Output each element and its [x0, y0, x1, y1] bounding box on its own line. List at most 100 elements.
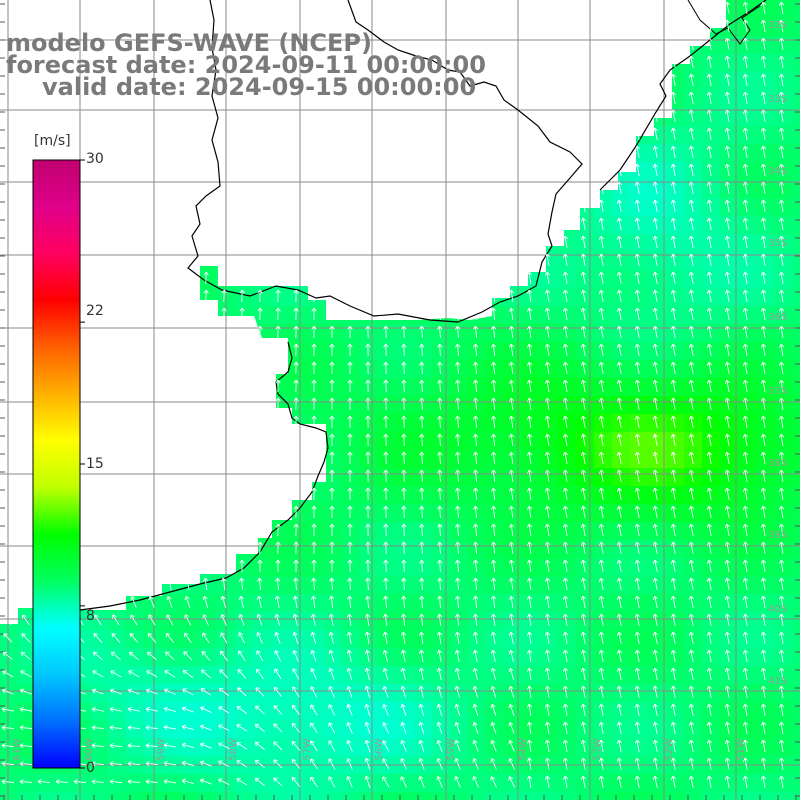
- speed-cell: [0, 414, 19, 433]
- wind-arrow: [455, 559, 461, 573]
- speed-cell: [792, 162, 800, 181]
- speed-cell: [720, 90, 739, 109]
- wind-arrow: [544, 469, 551, 482]
- wind-arrow: [508, 181, 515, 195]
- speed-cell: [306, 648, 325, 667]
- speed-cell: [72, 108, 91, 127]
- wind-arrow: [167, 433, 173, 447]
- speed-cell: [234, 198, 253, 217]
- speed-cell: [576, 288, 595, 307]
- wind-arrow: [706, 235, 712, 248]
- wind-arrow: [94, 596, 101, 608]
- speed-cell: [486, 450, 505, 469]
- speed-cell: [198, 396, 217, 415]
- wind-arrow: [182, 669, 194, 678]
- wind-arrow: [778, 235, 785, 248]
- speed-cell: [540, 558, 559, 577]
- speed-cell: [0, 558, 19, 577]
- speed-cell: [252, 504, 271, 523]
- wind-arrow: [437, 181, 443, 195]
- wind-arrow: [181, 724, 194, 730]
- speed-cell: [126, 504, 145, 523]
- wind-arrow: [275, 217, 281, 231]
- speed-cell: [396, 288, 415, 307]
- speed-cell: [432, 558, 451, 577]
- speed-cell: [432, 522, 451, 541]
- speed-cell: [720, 288, 739, 307]
- wind-arrow: [275, 541, 281, 555]
- speed-cell: [234, 558, 253, 577]
- speed-cell: [360, 522, 379, 541]
- wind-arrow: [145, 743, 159, 749]
- speed-cell: [684, 720, 703, 739]
- speed-cell: [396, 162, 415, 181]
- speed-cell: [756, 234, 775, 253]
- wind-arrow: [310, 595, 317, 609]
- wind-arrow: [562, 253, 569, 266]
- speed-cell: [180, 594, 199, 613]
- speed-cell: [432, 288, 451, 307]
- speed-cell: [180, 0, 199, 19]
- wind-arrow: [419, 289, 425, 303]
- speed-cell: [738, 576, 757, 595]
- wind-arrow: [652, 397, 658, 410]
- speed-cell: [558, 90, 577, 109]
- speed-cell: [756, 612, 775, 631]
- speed-cell: [486, 612, 505, 631]
- wind-arrow: [95, 505, 101, 519]
- wind-arrow: [562, 703, 569, 716]
- wind-arrow: [508, 1, 515, 15]
- wind-arrow: [544, 163, 551, 176]
- speed-cell: [216, 360, 235, 379]
- speed-cell: [252, 576, 271, 595]
- speed-cell: [432, 504, 451, 523]
- speed-cell: [738, 432, 757, 451]
- speed-cell: [432, 612, 451, 631]
- wind-arrow: [778, 541, 785, 554]
- speed-cell: [576, 36, 595, 55]
- wind-arrow: [346, 740, 353, 752]
- wind-arrow: [131, 199, 137, 213]
- wind-arrow: [598, 19, 604, 32]
- speed-cell: [162, 306, 181, 325]
- speed-cell: [18, 792, 37, 800]
- speed-cell: [432, 216, 451, 235]
- speed-cell: [396, 666, 415, 685]
- speed-cell: [792, 54, 800, 73]
- speed-cell: [702, 684, 721, 703]
- wind-arrow: [724, 307, 730, 320]
- wind-arrow: [688, 91, 694, 104]
- speed-cell: [522, 576, 541, 595]
- speed-cell: [432, 360, 451, 379]
- speed-cell: [504, 180, 523, 199]
- speed-cell: [306, 144, 325, 163]
- wind-arrow: [347, 469, 353, 483]
- speed-cell: [180, 468, 199, 487]
- speed-cell: [342, 108, 361, 127]
- speed-cell: [630, 36, 649, 55]
- wind-arrow: [616, 361, 622, 374]
- wind-arrow: [203, 109, 209, 123]
- speed-cell: [576, 108, 595, 127]
- wind-arrow: [526, 127, 533, 140]
- wind-arrow: [419, 109, 425, 123]
- wind-arrow: [724, 721, 730, 734]
- wind-arrow: [311, 1, 317, 15]
- speed-cell: [558, 198, 577, 217]
- wind-arrow: [526, 451, 533, 464]
- wind-arrow: [616, 685, 622, 698]
- speed-cell: [558, 594, 577, 613]
- speed-cell: [774, 738, 793, 757]
- wind-arrow: [311, 469, 317, 483]
- speed-cell: [486, 720, 505, 739]
- wind-arrow: [634, 343, 640, 356]
- wind-arrow: [544, 685, 551, 698]
- wind-arrow: [419, 631, 425, 645]
- wind-arrow: [778, 433, 785, 446]
- speed-cell: [792, 126, 800, 145]
- speed-cell: [450, 270, 469, 289]
- speed-cell: [198, 306, 217, 325]
- speed-cell: [108, 108, 127, 127]
- wind-arrow: [508, 397, 515, 411]
- speed-cell: [234, 540, 253, 559]
